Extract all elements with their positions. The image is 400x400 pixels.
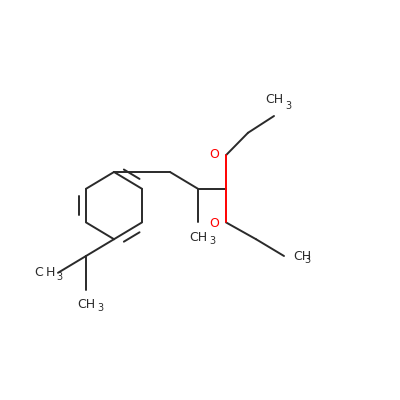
Text: CH: CH (265, 93, 283, 106)
Text: O: O (209, 217, 219, 230)
Text: 3: 3 (209, 236, 215, 246)
Text: 3: 3 (285, 101, 291, 111)
Text: 3: 3 (97, 303, 103, 313)
Text: C: C (34, 266, 43, 279)
Text: O: O (209, 148, 219, 161)
Text: CH: CH (189, 231, 207, 244)
Text: CH: CH (77, 298, 95, 311)
Text: CH: CH (293, 250, 311, 262)
Text: 3: 3 (56, 272, 62, 282)
Text: 3: 3 (304, 255, 310, 265)
Text: H: H (46, 266, 55, 279)
